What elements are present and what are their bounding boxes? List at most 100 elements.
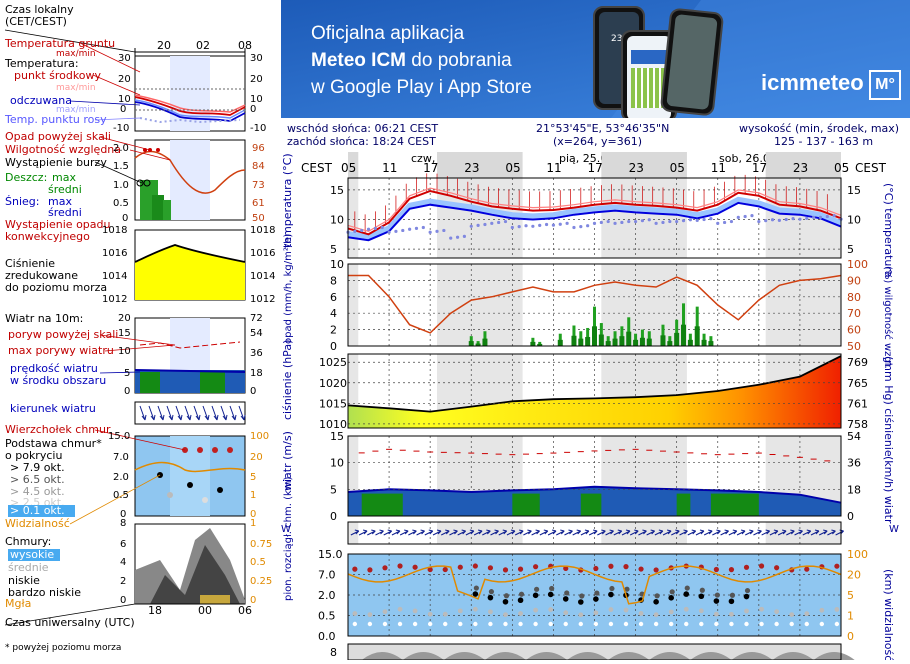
dew-point-dot [757,219,761,224]
dew-point-dot [401,228,405,233]
dew-point-dot [633,219,638,224]
precip-bar-avg [612,338,618,346]
wind-dir-arrow [662,529,672,536]
wind-dir-arrow [408,529,417,536]
precip-axis-right: (%) wilgotność wzgl. [882,266,894,369]
clouds-shape [731,652,773,660]
wind-tick-right: 18 [847,483,861,496]
cloud-base-dot-light [819,607,825,613]
pressure-area [348,356,841,428]
precip-tick-left: 4 [330,307,337,320]
cloud-base-dot-white [744,621,749,627]
legend-cloud-tick: 0 [120,509,127,520]
dew-point-dot [654,221,658,225]
dew-point-dot [380,225,384,230]
cloud-base-dot-white [563,621,568,627]
coordinates-text: 21°53'45"E, 53°46'35"N [536,122,670,135]
hour-tick-label: 05 [834,161,849,175]
cloud-base-dot-light [804,611,810,617]
cloud-base-dot [684,585,690,591]
precip-bar-avg [674,332,680,346]
dew-point-dot [695,218,699,222]
cloud-base-dot-light [623,607,629,613]
hour-tick-label: 17 [423,161,438,175]
cloud-base-dot-light [518,611,523,616]
precip-bar-avg [571,335,577,346]
cloud-base-dot [743,593,750,600]
legend-temp-label: Temperatura: [5,57,79,70]
wind-dir-arrow [424,529,434,536]
legend-visibility: Widzialność [5,517,70,530]
clouds-shape [608,652,650,660]
legend-clouds-label: Chmury: [5,535,52,548]
legend-hum-tick: 50 [252,213,265,224]
legend-pressure-tick: 1014 [102,271,128,282]
legend-temp-tick-left: 20 [118,74,131,85]
hum-tick-right: 70 [847,307,861,320]
legend-cloud-top: Wierzchołek chmur [5,423,111,436]
legend-precip-tick: 1.0 [113,180,129,191]
cloud-panel-border [347,553,842,637]
vis-tick-right: 100 [847,548,868,561]
dew-point-dot [812,215,816,220]
night-band [348,522,359,544]
cloud-base-dot [713,598,720,604]
cloud-base-dot-light [442,611,448,617]
precip-tick-left: 8 [330,274,337,287]
wind-dir-arrow [441,529,450,536]
hour-tick-label: 05 [670,161,685,175]
cloud-base-dot [564,590,570,596]
wind-dir-arrow [818,529,828,536]
pressure-axis-left: ciśnienie (hPa) [281,340,294,420]
precip-tick-left: 0 [330,340,337,353]
cloud-base-dot-white [578,621,584,627]
legend-pressure-tick-right: 1018 [250,225,276,236]
cloud-base-dot-light [457,608,463,614]
cloud-base-dot-white [458,621,463,627]
legend-clouds-panel [134,523,246,605]
temp-axis-right: (°C) temperatura [882,183,895,278]
wind-green-band [710,493,759,516]
cloud-top-dot [638,566,644,572]
vis-tick-right: 1 [847,610,854,623]
legend-humidity: Wilgotność względna [5,143,122,156]
app-promo-banner[interactable]: Oficjalna aplikacja Meteo ICM do pobrani… [281,0,910,118]
wind-tick-right: 0 [847,510,854,523]
dew-point-dot [565,221,569,225]
legend-fog-tick: 0.25 [250,576,273,587]
cloud-base-dot [698,593,705,600]
cloud-top-dot [743,564,750,570]
wind-dir-arrow [654,529,664,536]
wind-dir-arrow [695,529,705,536]
dew-point-dot [736,215,740,220]
dew-point-dot [373,226,377,230]
hum-tick-right: 60 [847,324,861,337]
temp-max-line [347,187,842,232]
night-band [348,178,359,258]
cloud-base-dot-white [699,621,704,627]
wind-dir-arrow [736,529,746,536]
wind-dir-arrow [761,529,771,536]
cloud-axis-left: pion. rozciągł. chm. (km) [283,476,294,601]
cloud-base-dot-white [729,621,734,627]
cloud-base-dot-white [427,621,433,627]
cloud-base-dot-light [683,606,689,612]
cloud-base-dot-white [653,621,659,627]
dew-point-dot [770,218,775,222]
location-info: wschód słońca: 06:21 CEST zachód słońca:… [281,118,910,152]
sunrise-text: wschód słońca: 06:21 CEST [287,122,439,135]
dew-point-dot [428,230,432,234]
banner-text: Oficjalna aplikacja Meteo ICM do pobrani… [311,20,532,101]
clouds-shape [813,652,855,660]
cloud-base-dot-white [684,621,689,627]
cloud-base-dot-light [548,607,554,612]
legend-temp-tick-right: -10 [250,123,267,134]
legend-hum-tick: 73 [252,180,265,191]
cloud-base-dot [534,586,540,592]
wind-dir-arrow [416,529,425,536]
dew-point-dot [483,222,487,227]
legend-okt-3: > 4.5 okt. [10,485,65,498]
pressure-tick-right: 769 [847,356,868,369]
precip-bar-avg [681,324,687,346]
legend-footnote: * powyżej poziomu morza [5,643,122,653]
